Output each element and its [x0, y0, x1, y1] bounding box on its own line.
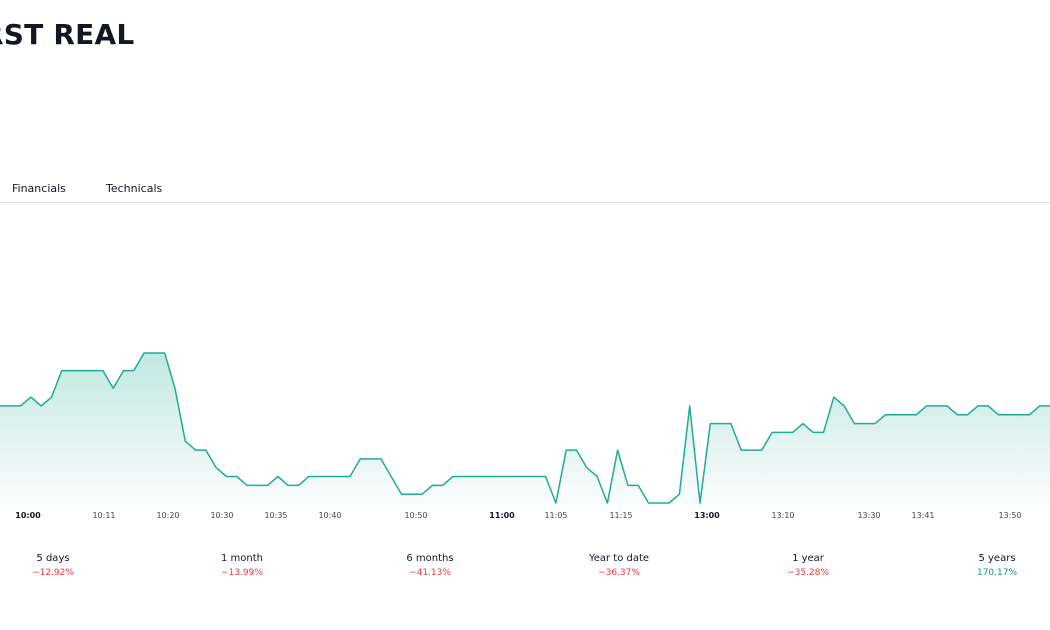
period-change: 170.17% — [976, 568, 1018, 578]
period-1-month[interactable]: 1 month −13.99% — [182, 552, 302, 580]
period-year-to-date[interactable]: Year to date −36.37% — [559, 552, 679, 580]
x-tick-label: 13:00 — [694, 511, 720, 520]
period-label: Year to date — [588, 553, 650, 564]
x-tick-label: 13:30 — [857, 511, 880, 520]
period-label: 1 month — [221, 553, 263, 564]
x-tick-label: 10:00 — [15, 511, 41, 520]
price-line — [0, 352, 1050, 504]
x-axis-ticks: 10:00 10:11 10:20 10:30 10:35 10:40 10:50 11:00… — [15, 511, 1021, 520]
x-tick-label: 13:50 — [998, 511, 1021, 520]
period-1-year[interactable]: 1 year −35.28% — [748, 552, 868, 580]
page-title: RST REAL — [0, 18, 135, 51]
x-tick-label: 11:15 — [609, 511, 632, 520]
x-tick-label: 11:00 — [489, 511, 515, 520]
period-5-days[interactable]: 5 days −12.92% — [0, 552, 113, 580]
price-chart-svg: 10:00 10:11 10:20 10:30 10:35 10:40 10:50 11:00… — [0, 352, 1050, 520]
price-area-fill — [0, 353, 1050, 505]
tab-technicals[interactable]: Technicals — [106, 182, 163, 195]
x-tick-label: 13:41 — [911, 511, 934, 520]
period-label: 1 year — [792, 553, 824, 564]
period-change: −35.28% — [787, 568, 829, 578]
period-label: 6 months — [406, 553, 454, 564]
tab-financials[interactable]: Financials — [12, 182, 66, 195]
period-label: 5 years — [978, 553, 1016, 564]
x-tick-label: 10:50 — [404, 511, 427, 520]
period-label: 5 days — [36, 553, 70, 564]
price-chart[interactable]: 10:00 10:11 10:20 10:30 10:35 10:40 10:50 11:00… — [0, 205, 1050, 530]
performance-periods: 5 days −12.92% 1 month −13.99% 6 months … — [0, 552, 1050, 592]
x-tick-label: 11:05 — [544, 511, 567, 520]
x-tick-label: 13:10 — [771, 511, 794, 520]
period-change: −12.92% — [32, 568, 74, 578]
x-tick-label: 10:20 — [156, 511, 179, 520]
x-tick-label: 10:11 — [92, 511, 115, 520]
x-tick-label: 10:30 — [210, 511, 233, 520]
period-change: −36.37% — [598, 568, 640, 578]
tab-bar: Financials Technicals — [0, 176, 1050, 203]
period-6-months[interactable]: 6 months −41.13% — [370, 552, 490, 580]
period-change: −41.13% — [409, 568, 451, 578]
x-tick-label: 10:40 — [318, 511, 341, 520]
period-5-years[interactable]: 5 years 170.17% — [937, 552, 1050, 580]
x-tick-label: 10:35 — [264, 511, 287, 520]
period-change: −13.99% — [221, 568, 263, 578]
